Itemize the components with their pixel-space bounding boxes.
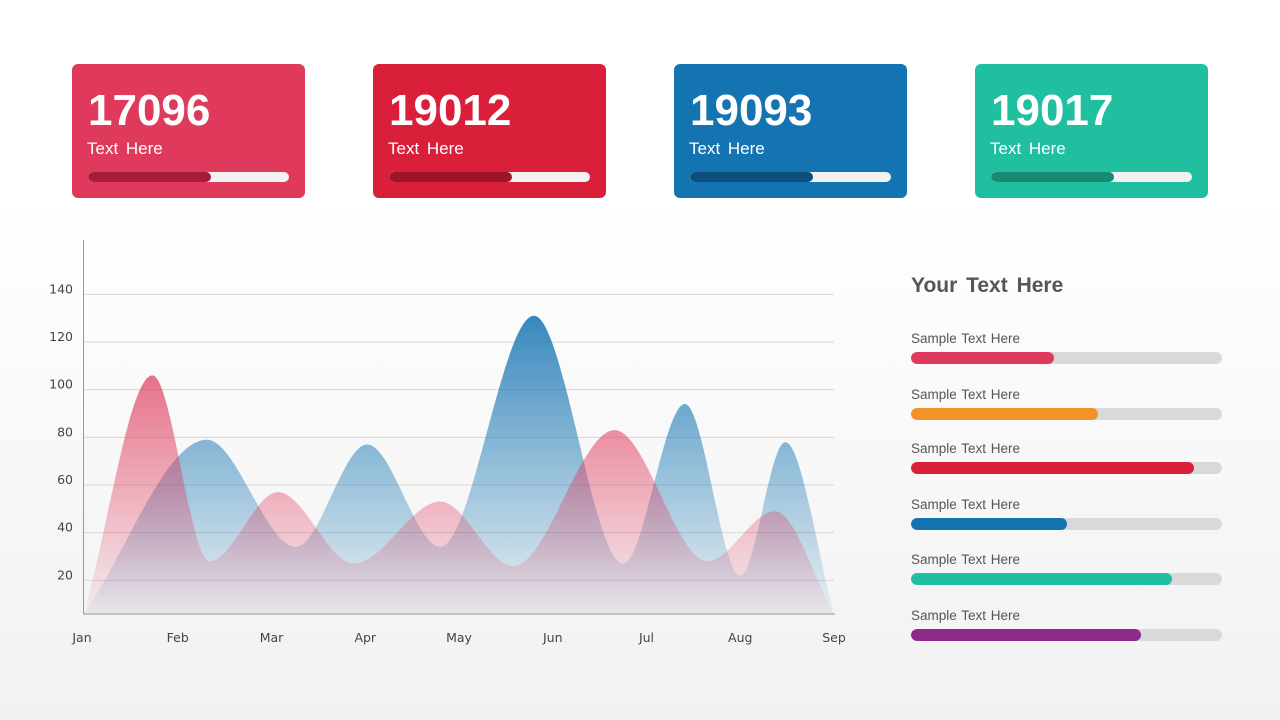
progress-label: Sample Text Here bbox=[911, 552, 1021, 567]
progress-label: Sample Text Here bbox=[911, 331, 1021, 346]
stat-label: Text Here bbox=[388, 139, 464, 158]
stat-progress-fill bbox=[389, 172, 512, 182]
stat-progress-bar bbox=[690, 172, 891, 182]
stat-card-3: 19093 Text Here bbox=[674, 64, 907, 198]
progress-item: Sample Text Here bbox=[911, 331, 1222, 364]
y-tick-label: 20 bbox=[57, 567, 73, 582]
progress-track bbox=[911, 352, 1222, 364]
x-tick-label: Jul bbox=[638, 630, 654, 645]
area-chart: 20 40 60 80 100 120 140 Jan Feb Mar Apr May Jun Jul Au… bbox=[49, 240, 846, 645]
progress-track bbox=[911, 573, 1222, 585]
y-tick-label: 100 bbox=[49, 377, 73, 392]
progress-item: Sample Text Here bbox=[911, 608, 1222, 641]
series-area-2 bbox=[84, 375, 834, 614]
stat-progress-bar bbox=[991, 172, 1192, 182]
progress-label: Sample Text Here bbox=[911, 497, 1021, 512]
stat-card-1: 17096 Text Here bbox=[72, 64, 305, 198]
stat-card-4: 19017 Text Here bbox=[975, 64, 1208, 198]
y-tick-label: 60 bbox=[57, 472, 73, 487]
progress-track bbox=[911, 518, 1222, 530]
progress-fill bbox=[911, 462, 1194, 474]
x-tick-label: Feb bbox=[167, 630, 189, 645]
y-tick-label: 40 bbox=[57, 520, 73, 535]
stat-progress-fill bbox=[88, 172, 211, 182]
x-tick-label: Mar bbox=[260, 630, 284, 645]
stat-value: 19017 bbox=[991, 86, 1114, 135]
y-tick-label: 80 bbox=[57, 424, 73, 439]
stat-progress-fill bbox=[690, 172, 813, 182]
x-tick-label: Aug bbox=[728, 630, 752, 645]
progress-label: Sample Text Here bbox=[911, 441, 1021, 456]
stat-label: Text Here bbox=[87, 139, 163, 158]
progress-fill bbox=[911, 408, 1098, 420]
stat-label: Text Here bbox=[689, 139, 765, 158]
stat-progress-fill bbox=[991, 172, 1114, 182]
progress-track bbox=[911, 462, 1222, 474]
x-tick-label: Jun bbox=[542, 630, 563, 645]
progress-label: Sample Text Here bbox=[911, 387, 1021, 402]
x-tick-label: Jan bbox=[71, 630, 91, 645]
progress-label: Sample Text Here bbox=[911, 608, 1021, 623]
x-tick-label: Apr bbox=[354, 630, 376, 645]
x-tick-label: Sep bbox=[822, 630, 846, 645]
progress-item: Sample Text Here bbox=[911, 387, 1222, 420]
progress-fill bbox=[911, 518, 1067, 530]
stat-value: 19012 bbox=[389, 86, 512, 135]
progress-item: Sample Text Here bbox=[911, 552, 1222, 585]
y-tick-label: 140 bbox=[49, 281, 73, 296]
side-panel-title: Your Text Here bbox=[911, 274, 1064, 297]
progress-track bbox=[911, 629, 1222, 641]
stat-value: 19093 bbox=[690, 86, 813, 135]
stat-progress-bar bbox=[88, 172, 289, 182]
progress-fill bbox=[911, 629, 1142, 641]
progress-fill bbox=[911, 573, 1173, 585]
progress-fill bbox=[911, 352, 1055, 364]
stat-value: 17096 bbox=[88, 86, 211, 135]
progress-track bbox=[911, 408, 1222, 420]
progress-item: Sample Text Here bbox=[911, 497, 1222, 530]
x-tick-label: May bbox=[446, 630, 472, 645]
stat-progress-bar bbox=[389, 172, 590, 182]
y-tick-label: 120 bbox=[49, 329, 73, 344]
progress-item: Sample Text Here bbox=[911, 441, 1222, 474]
stat-card-2: 19012 Text Here bbox=[373, 64, 606, 198]
stat-label: Text Here bbox=[990, 139, 1066, 158]
